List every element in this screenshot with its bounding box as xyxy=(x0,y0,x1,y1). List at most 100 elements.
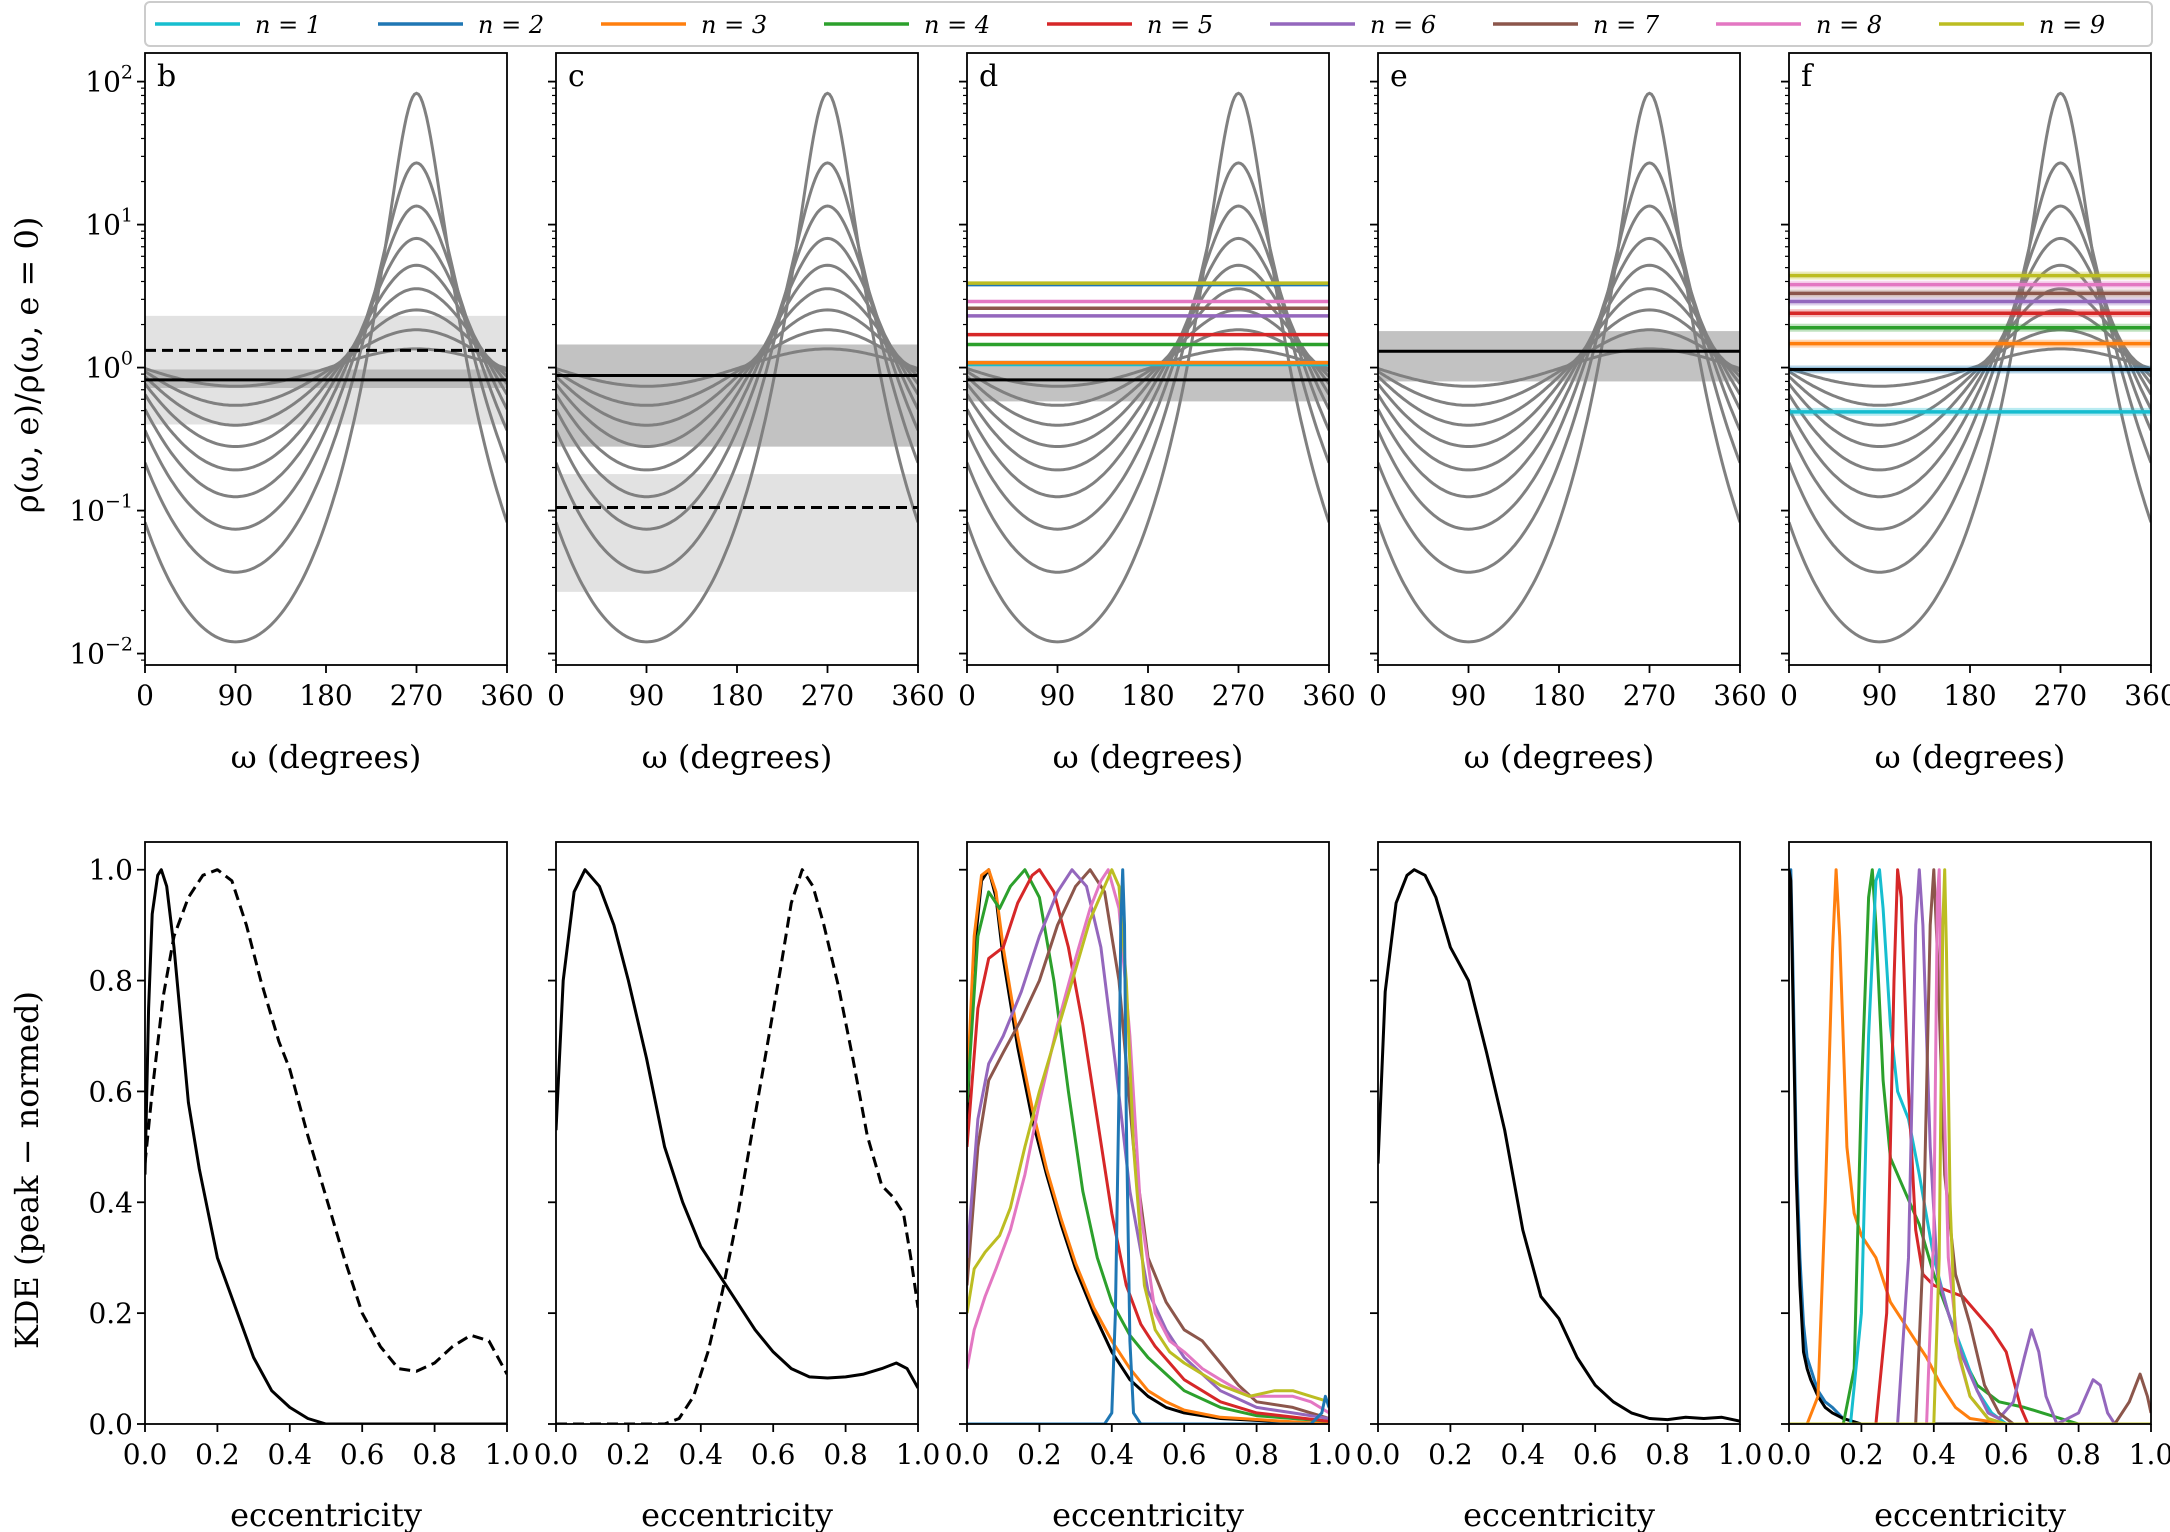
axes-frame xyxy=(555,841,919,1425)
xtick-label: 360 xyxy=(891,679,944,712)
ytick-label: 10−2 xyxy=(69,634,133,671)
bottom-panel-d: 0.0 0.2 0.4 0.6 0.8 1.0 eccentricity xyxy=(945,841,1351,1532)
ratio-curve-e0.6 xyxy=(145,236,507,499)
xtick-label: 90 xyxy=(629,679,665,712)
panel-label: f xyxy=(1801,59,1814,94)
bottom-panel-plot-area-b xyxy=(145,868,507,1424)
ratio-curve-e0.7 xyxy=(1378,204,1740,531)
legend-label-n6: n = 6 xyxy=(1370,11,1436,39)
xtick-label: 180 xyxy=(1121,679,1174,712)
ratio-curve-e0.5 xyxy=(556,263,918,472)
panel-label: d xyxy=(979,59,998,94)
xtick-label: 90 xyxy=(1451,679,1487,712)
legend-label-n9: n = 9 xyxy=(2039,11,2105,39)
xtick-label: 0.4 xyxy=(1912,1438,1957,1471)
bottom-panel-f: 0.0 0.2 0.4 0.6 0.8 1.0 eccentricity xyxy=(1767,841,2170,1532)
kde-curve-n1 xyxy=(1789,868,2151,1424)
xtick-label: 1.0 xyxy=(896,1438,941,1471)
top-panel-plot-area-b xyxy=(145,91,507,644)
xtick-label: 360 xyxy=(2124,679,2170,712)
xtick-label: 0.8 xyxy=(1645,1438,1690,1471)
ratio-curve-e0.6 xyxy=(967,236,1329,499)
xtick-label: 0.2 xyxy=(1428,1438,1473,1471)
top-panel-d: 0 90 180 270 360 ω (degrees) d xyxy=(958,52,1356,776)
xlabel: eccentricity xyxy=(1874,1496,2066,1532)
ratio-curve-e0.4 xyxy=(145,287,507,448)
bottom-panel-e: 0.0 0.2 0.4 0.6 0.8 1.0 eccentricity xyxy=(1356,841,1763,1532)
top-panel-c: 0 90 180 270 360 ω (degrees) c xyxy=(547,52,945,776)
kde-curve-n5 xyxy=(1789,868,2151,1424)
bottom-ylabel: KDE (peak − normed) xyxy=(8,991,46,1349)
xtick-label: 0 xyxy=(547,679,565,712)
xlabel: ω (degrees) xyxy=(642,738,833,776)
top-panel-f: 0 90 180 270 360 ω (degrees) f xyxy=(1780,52,2170,776)
median-band-n7 xyxy=(1789,289,2151,298)
axes-frame xyxy=(966,52,1330,666)
xtick-label: 270 xyxy=(2034,679,2087,712)
ratio-curve-e0.1 xyxy=(556,347,918,388)
xtick-label: 270 xyxy=(1212,679,1265,712)
xtick-label: 0 xyxy=(1780,679,1798,712)
kde-curve-n5 xyxy=(967,868,1329,1423)
ratio-curve-e0.6 xyxy=(556,236,918,499)
xtick-label: 1.0 xyxy=(1718,1438,1763,1471)
ratio-curve-e0.2 xyxy=(556,328,918,407)
xlabel: ω (degrees) xyxy=(231,738,422,776)
xtick-label: 0.4 xyxy=(1501,1438,1546,1471)
xlabel: ω (degrees) xyxy=(1875,738,2066,776)
xtick-label: 0.8 xyxy=(823,1438,868,1471)
xtick-label: 270 xyxy=(390,679,443,712)
xlabel: eccentricity xyxy=(1463,1496,1655,1532)
legend-label-n8: n = 8 xyxy=(1816,11,1882,39)
ratio-curve-e0.7 xyxy=(1789,204,2151,531)
bottom-panel-plot-area-c xyxy=(556,868,918,1424)
ratio-curve-e0.5 xyxy=(145,263,507,472)
kde-curve-black xyxy=(967,868,1329,1424)
xtick-label: 270 xyxy=(1623,679,1676,712)
kde-curve-n2 xyxy=(1789,868,2151,1424)
legend-label-n2: n = 2 xyxy=(478,11,544,39)
ytick-label: 0.8 xyxy=(88,965,133,998)
xtick-label: 180 xyxy=(1532,679,1585,712)
ratio-curve-e0.9 xyxy=(1378,91,1740,644)
xtick-label: 0.6 xyxy=(1984,1438,2029,1471)
xtick-label: 0.2 xyxy=(1839,1438,1884,1471)
top-panel-b: 10−2 10−1 100 101 102 0 90 180 270 360 ω (degrees)… xyxy=(69,52,534,776)
xtick-label: 0.0 xyxy=(945,1438,990,1471)
xtick-label: 0 xyxy=(136,679,154,712)
xtick-label: 0.2 xyxy=(195,1438,240,1471)
axes-frame xyxy=(1377,841,1741,1425)
xtick-label: 0.2 xyxy=(1017,1438,1062,1471)
top-row-panels: 10−2 10−1 100 101 102 0 90 180 270 360 ω (degrees)… xyxy=(69,52,2170,776)
ytick-label: 100 xyxy=(85,348,133,385)
panel-label: b xyxy=(157,59,176,94)
kde-curve-black xyxy=(1789,869,2151,1424)
ratio-curve-e0.7 xyxy=(556,204,918,531)
ratio-curve-e0.3 xyxy=(967,308,1329,427)
bottom-panel-plot-area-f xyxy=(1789,868,2151,1424)
ratio-curve-e0.5 xyxy=(967,263,1329,472)
top-panel-plot-area-e xyxy=(1378,91,1740,644)
xtick-label: 0.0 xyxy=(1767,1438,1812,1471)
xtick-label: 0.6 xyxy=(1573,1438,1618,1471)
kde-curve-n9 xyxy=(1789,868,2151,1424)
legend-label-n5: n = 5 xyxy=(1147,11,1213,39)
xtick-label: 0.4 xyxy=(268,1438,313,1471)
ratio-curve-e0.2 xyxy=(1378,328,1740,407)
ratio-curve-e0.9 xyxy=(967,91,1329,644)
ratio-curve-e0.4 xyxy=(1378,287,1740,448)
kde-curve-n7 xyxy=(1789,868,2151,1424)
median-band-n5 xyxy=(1789,309,2151,318)
xtick-label: 0.4 xyxy=(679,1438,724,1471)
median-band-n1 xyxy=(1789,407,2151,416)
kde-curve-n4 xyxy=(1789,868,2151,1424)
xtick-label: 180 xyxy=(299,679,352,712)
legend-label-n3: n = 3 xyxy=(701,11,767,39)
kde-curve-black xyxy=(1378,868,1740,1423)
xtick-label: 0.0 xyxy=(1356,1438,1401,1471)
xtick-label: 0.0 xyxy=(123,1438,168,1471)
ratio-curve-e0.4 xyxy=(1789,287,2151,448)
xtick-label: 0.6 xyxy=(751,1438,796,1471)
kde-curve-n3 xyxy=(1789,868,2151,1424)
ytick-label: 0.4 xyxy=(88,1186,133,1219)
